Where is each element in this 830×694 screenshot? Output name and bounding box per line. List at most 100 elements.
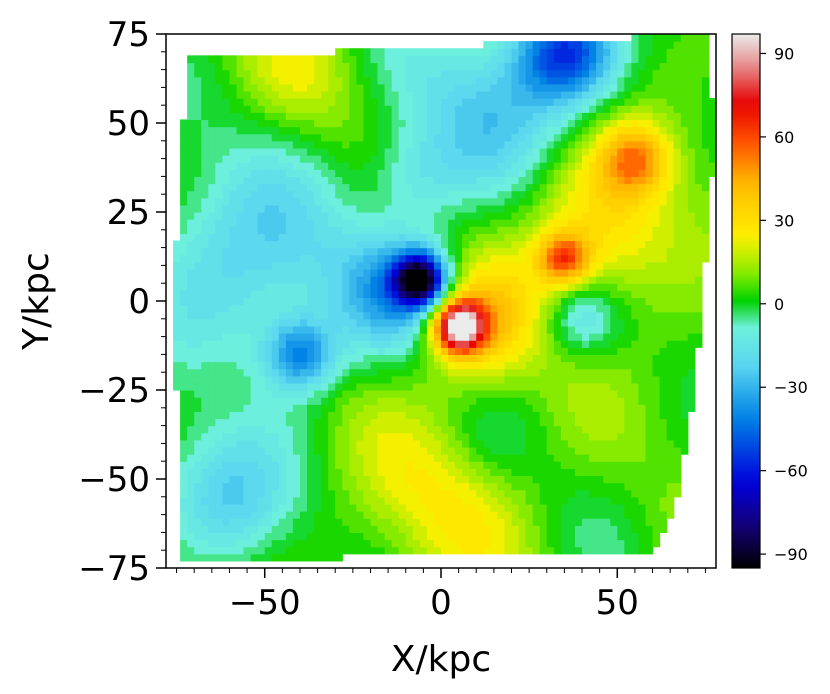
field-cell [553, 48, 562, 56]
field-cell [285, 98, 294, 106]
field-cell [264, 190, 273, 199]
field-cell [539, 176, 548, 185]
field-cell [532, 69, 541, 78]
field-cell [215, 446, 224, 455]
field-cell [243, 62, 252, 71]
field-cell [518, 197, 527, 206]
field-cell [469, 276, 477, 284]
field-cell [398, 162, 407, 170]
field-cell [433, 546, 442, 555]
field-cell [617, 268, 625, 277]
field-cell [250, 361, 259, 370]
field-cell [236, 133, 245, 142]
field-cell [412, 439, 421, 448]
field-cell [412, 119, 421, 128]
field-cell [631, 546, 640, 555]
field-cell [194, 482, 202, 491]
field-cell [589, 382, 597, 391]
field-cell [462, 354, 470, 363]
field-cell [666, 511, 675, 519]
field-cell [314, 297, 322, 306]
field-cell [603, 98, 611, 106]
field-cell [243, 105, 252, 113]
field-cell [187, 446, 195, 455]
field-cell [398, 304, 407, 313]
field-cell [314, 55, 322, 64]
field-cell [208, 169, 216, 177]
field-cell [208, 390, 216, 398]
field-cell [201, 404, 209, 412]
field-cell [532, 461, 541, 469]
field-cell [328, 375, 336, 384]
field-cell [603, 140, 611, 149]
field-cell [546, 76, 555, 85]
field-cell [194, 454, 202, 462]
field-cell [405, 539, 414, 548]
field-cell [589, 254, 597, 263]
field-cell [610, 55, 618, 64]
field-cell [567, 233, 576, 242]
field-cell [560, 140, 569, 149]
field-cell [201, 333, 209, 341]
field-cell [511, 404, 520, 412]
field-cell [462, 532, 470, 541]
field-cell [553, 90, 562, 99]
field-cell [335, 147, 343, 156]
field-cell [342, 126, 350, 135]
field-cell [666, 325, 675, 334]
field-cell [462, 454, 470, 462]
field-cell [349, 475, 357, 484]
field-cell [222, 347, 231, 355]
field-cell [377, 539, 386, 548]
field-cell [504, 219, 513, 227]
field-cell [553, 112, 562, 121]
field-cell [342, 368, 350, 377]
field-cell [299, 226, 308, 234]
field-cell [483, 546, 491, 555]
field-cell [377, 55, 386, 64]
field-cell [292, 432, 301, 441]
field-cell [321, 169, 329, 177]
field-cell [349, 461, 357, 469]
field-cell [243, 304, 252, 313]
field-cell [335, 496, 343, 505]
field-cell [285, 112, 294, 121]
field-cell [222, 489, 231, 498]
field-cell [222, 304, 231, 313]
field-cell [483, 439, 491, 448]
field-cell [504, 55, 513, 64]
field-cell [405, 254, 414, 263]
field-cell [511, 254, 520, 263]
field-cell [483, 283, 491, 291]
field-cell [236, 240, 245, 249]
field-cell [448, 425, 456, 434]
field-cell [299, 454, 308, 462]
field-cell [335, 354, 343, 363]
field-cell [278, 276, 287, 284]
field-cell [603, 119, 611, 128]
field-cell [321, 397, 329, 405]
field-cell [567, 354, 576, 363]
field-cell [271, 140, 280, 149]
field-cell [596, 247, 604, 256]
field-cell [271, 375, 280, 384]
field-cell [314, 390, 322, 398]
field-cell [448, 297, 456, 306]
field-cell [285, 461, 294, 469]
field-cell [631, 489, 640, 498]
field-cell [455, 375, 463, 384]
field-cell [307, 261, 315, 270]
field-cell [363, 411, 372, 420]
field-cell [384, 454, 393, 462]
field-cell [567, 55, 576, 64]
field-cell [610, 119, 618, 128]
field-cell [433, 411, 442, 420]
field-cell [285, 432, 294, 441]
field-cell [201, 553, 209, 562]
field-cell [483, 454, 491, 462]
field-cell [257, 254, 266, 263]
field-cell [582, 162, 590, 170]
field-cell [363, 247, 372, 256]
field-cell [603, 240, 611, 249]
field-cell [398, 133, 407, 142]
